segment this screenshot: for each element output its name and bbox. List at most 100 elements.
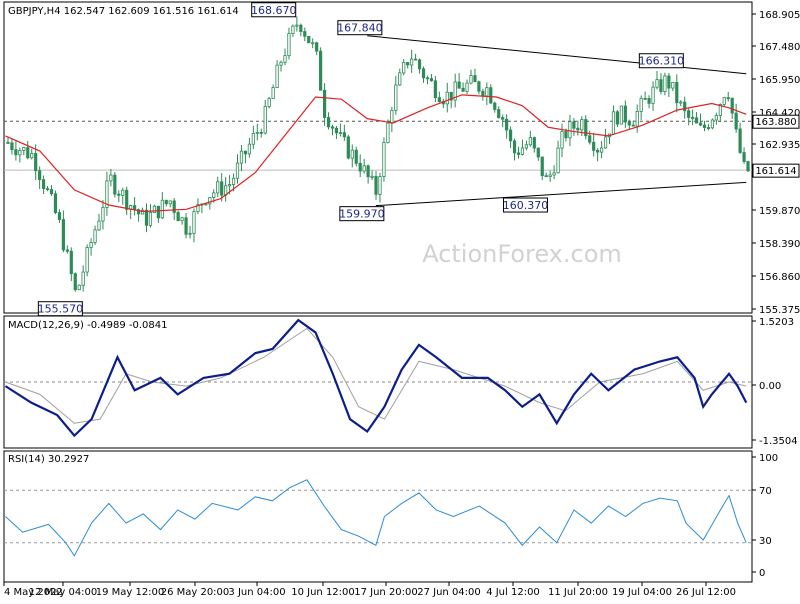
annotation-label: 155.570 — [38, 303, 84, 316]
candle-body — [461, 87, 465, 92]
candle — [330, 124, 335, 136]
candle — [188, 225, 192, 239]
candle-body — [382, 142, 386, 177]
candle-body — [267, 98, 271, 107]
candle-body — [501, 117, 505, 120]
candle — [307, 35, 311, 44]
candle-body — [402, 62, 406, 74]
candle-body — [508, 129, 513, 142]
candle — [433, 76, 437, 103]
candle — [295, 16, 299, 32]
candle-body — [350, 149, 354, 159]
candle — [520, 139, 525, 156]
candle — [675, 74, 679, 113]
candle — [615, 109, 620, 127]
candle-body — [421, 68, 426, 79]
candle — [287, 27, 291, 60]
candle-body — [41, 179, 46, 190]
candle — [14, 141, 18, 161]
candle-body — [346, 136, 350, 159]
candle-body — [445, 91, 449, 105]
candle — [6, 136, 10, 144]
candle — [22, 146, 26, 156]
candle-body — [615, 111, 620, 125]
annotation-box — [339, 206, 385, 222]
candle-body — [659, 79, 663, 92]
candle-body — [18, 149, 22, 156]
candle-body — [271, 87, 275, 100]
candle — [599, 140, 604, 159]
candle — [465, 79, 469, 95]
x-tick-label: 17 Jun 20:00 — [354, 587, 418, 598]
candle — [619, 105, 623, 125]
candle — [259, 128, 263, 138]
candle-body — [322, 89, 327, 118]
candle-body — [410, 58, 414, 66]
candle-body — [473, 75, 477, 83]
candle — [477, 80, 481, 95]
candle — [89, 238, 93, 256]
candle-body — [683, 101, 687, 112]
candle — [584, 115, 588, 140]
candle — [283, 48, 287, 66]
candle-body — [168, 200, 172, 205]
candle-body — [148, 212, 153, 226]
candle-body — [212, 192, 216, 198]
candle-body — [520, 147, 525, 155]
candle — [734, 103, 738, 133]
watermark: ActionForex.com — [422, 240, 622, 268]
candle — [516, 146, 521, 159]
candle-body — [93, 229, 97, 243]
candle — [216, 176, 220, 197]
candle-body — [584, 119, 588, 137]
candle-body — [623, 105, 627, 123]
candle — [540, 156, 544, 181]
candle-body — [505, 118, 509, 131]
candle — [279, 60, 283, 72]
price-tag-label: 161.614 — [755, 166, 796, 177]
candle-body — [679, 101, 683, 104]
candle-body — [481, 90, 485, 97]
candle — [65, 245, 69, 254]
candle-body — [524, 144, 529, 149]
candle-body — [694, 117, 699, 124]
candle-body — [49, 189, 54, 195]
candle-body — [231, 177, 236, 185]
candle — [706, 124, 711, 131]
rsi-pane-title: RSI(14) 30.2927 — [8, 454, 89, 465]
candle-body — [34, 153, 38, 172]
candle — [687, 107, 691, 126]
price-tag-box — [752, 163, 800, 178]
candle — [49, 185, 54, 197]
candle — [493, 101, 497, 113]
candle-body — [516, 152, 521, 155]
candle-body — [560, 131, 564, 149]
candle — [77, 284, 81, 291]
price-y-tick-label: 164.420 — [759, 108, 800, 119]
candle-body — [125, 189, 129, 210]
candle-body — [667, 75, 671, 89]
candle-body — [243, 150, 248, 155]
x-tick-label: 4 Jul 12:00 — [486, 587, 540, 598]
candle — [18, 147, 22, 163]
macd-y-tick-label: -1.3504 — [759, 436, 798, 447]
candle — [109, 168, 113, 187]
candle-body — [6, 141, 10, 144]
candle-body — [374, 175, 378, 195]
candle-body — [437, 97, 441, 102]
annotation-box — [251, 2, 297, 18]
candle-body — [639, 98, 643, 112]
candle — [738, 122, 742, 154]
candle — [691, 109, 695, 126]
candle-body — [469, 75, 473, 84]
x-tick-label: 26 May 20:00 — [161, 587, 230, 598]
candle — [417, 58, 422, 74]
candle-body — [338, 132, 343, 135]
candle-body — [572, 121, 576, 129]
candle — [113, 171, 117, 198]
candle — [639, 95, 643, 120]
candle-body — [303, 31, 307, 37]
candle — [184, 213, 188, 239]
candle — [378, 172, 382, 203]
x-tick-label: 19 May 12:00 — [96, 587, 165, 598]
